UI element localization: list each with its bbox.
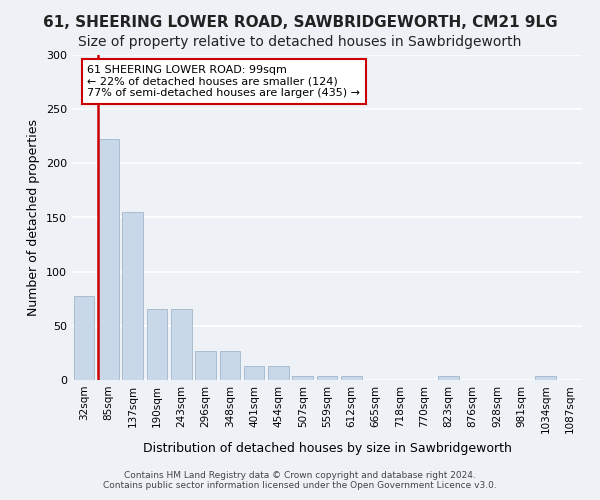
Bar (438, 376, 459, 380)
Bar (74, 296, 94, 380)
Bar (220, 351, 240, 380)
Y-axis label: Number of detached properties: Number of detached properties (28, 119, 40, 316)
Bar (195, 351, 216, 380)
Text: 61 SHEERING LOWER ROAD: 99sqm
← 22% of detached houses are smaller (124)
77% of : 61 SHEERING LOWER ROAD: 99sqm ← 22% of d… (88, 64, 360, 98)
Text: Size of property relative to detached houses in Sawbridgeworth: Size of property relative to detached ho… (79, 35, 521, 49)
Bar (268, 366, 289, 380)
Bar (317, 376, 337, 380)
Bar (292, 376, 313, 380)
Bar (171, 308, 191, 380)
Text: Contains HM Land Registry data © Crown copyright and database right 2024.
Contai: Contains HM Land Registry data © Crown c… (103, 470, 497, 490)
Bar (244, 366, 265, 380)
Text: 61, SHEERING LOWER ROAD, SAWBRIDGEWORTH, CM21 9LG: 61, SHEERING LOWER ROAD, SAWBRIDGEWORTH,… (43, 15, 557, 30)
X-axis label: Distribution of detached houses by size in Sawbridgeworth: Distribution of detached houses by size … (143, 442, 511, 455)
Bar (122, 212, 143, 380)
Bar (146, 308, 167, 380)
Bar (535, 376, 556, 380)
Bar (341, 376, 362, 380)
Bar (98, 140, 119, 380)
